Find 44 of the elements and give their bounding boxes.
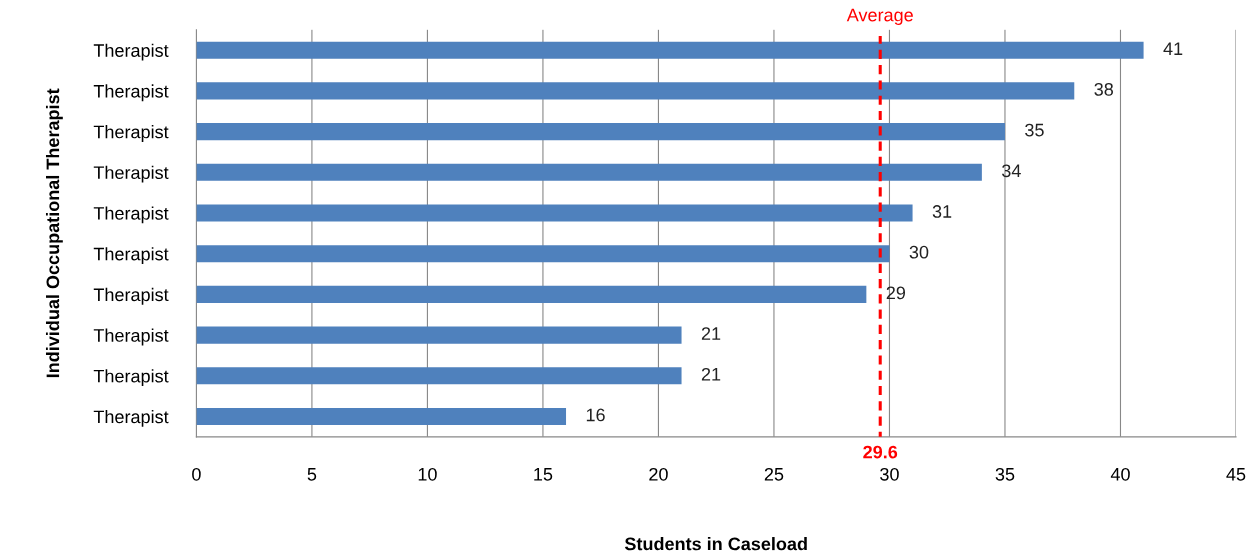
bar — [196, 407, 567, 426]
y-tick-label: Therapist — [93, 84, 169, 102]
bar — [196, 245, 890, 263]
x-tick-label: 40 — [1110, 467, 1130, 481]
y-tick-label: Therapist — [93, 165, 169, 183]
x-tick-label: 10 — [418, 467, 437, 481]
bar — [196, 41, 1144, 59]
data-label: 29 — [886, 286, 906, 300]
x-tick-label: 45 — [1226, 468, 1246, 481]
y-tick-label: Therapist — [93, 247, 169, 265]
bar — [196, 123, 1005, 141]
y-axis-title: Individual Occupational Therapist — [45, 88, 63, 378]
bar — [196, 204, 913, 222]
y-tick-label: Therapist — [93, 328, 169, 346]
y-tick-label: Therapist — [93, 287, 169, 305]
x-axis-title: Students in Caseload — [624, 537, 807, 551]
ref-line-label: Average — [846, 8, 913, 25]
bar — [196, 367, 682, 385]
x-tick-label: 35 — [995, 467, 1015, 481]
x-tick-label: 15 — [534, 468, 553, 481]
bar — [196, 82, 1075, 100]
bar — [196, 326, 682, 344]
bar — [196, 285, 867, 303]
data-label: 16 — [586, 408, 605, 422]
data-label: 21 — [701, 367, 721, 381]
data-label: 34 — [1002, 164, 1021, 178]
y-tick-label: Therapist — [93, 125, 169, 142]
x-tick-label: 5 — [307, 468, 317, 481]
x-tick-label: 20 — [649, 467, 668, 481]
y-tick-label: Therapist — [93, 409, 169, 427]
y-tick-label: Therapist — [93, 43, 169, 61]
y-tick-label: Therapist — [93, 206, 169, 224]
bar — [196, 163, 982, 181]
text: 29.6 — [863, 445, 898, 459]
data-label: 31 — [932, 205, 952, 218]
data-label: 30 — [909, 245, 929, 259]
x-tick-label: 0 — [192, 467, 201, 481]
data-label: 38 — [1094, 82, 1114, 96]
x-tick-label: 25 — [764, 467, 784, 481]
data-label: 35 — [1025, 123, 1044, 137]
data-label: 21 — [701, 327, 721, 340]
y-tick-label: Therapist — [93, 369, 169, 387]
data-label: 41 — [1163, 42, 1183, 55]
x-tick-label: 30 — [880, 467, 899, 481]
